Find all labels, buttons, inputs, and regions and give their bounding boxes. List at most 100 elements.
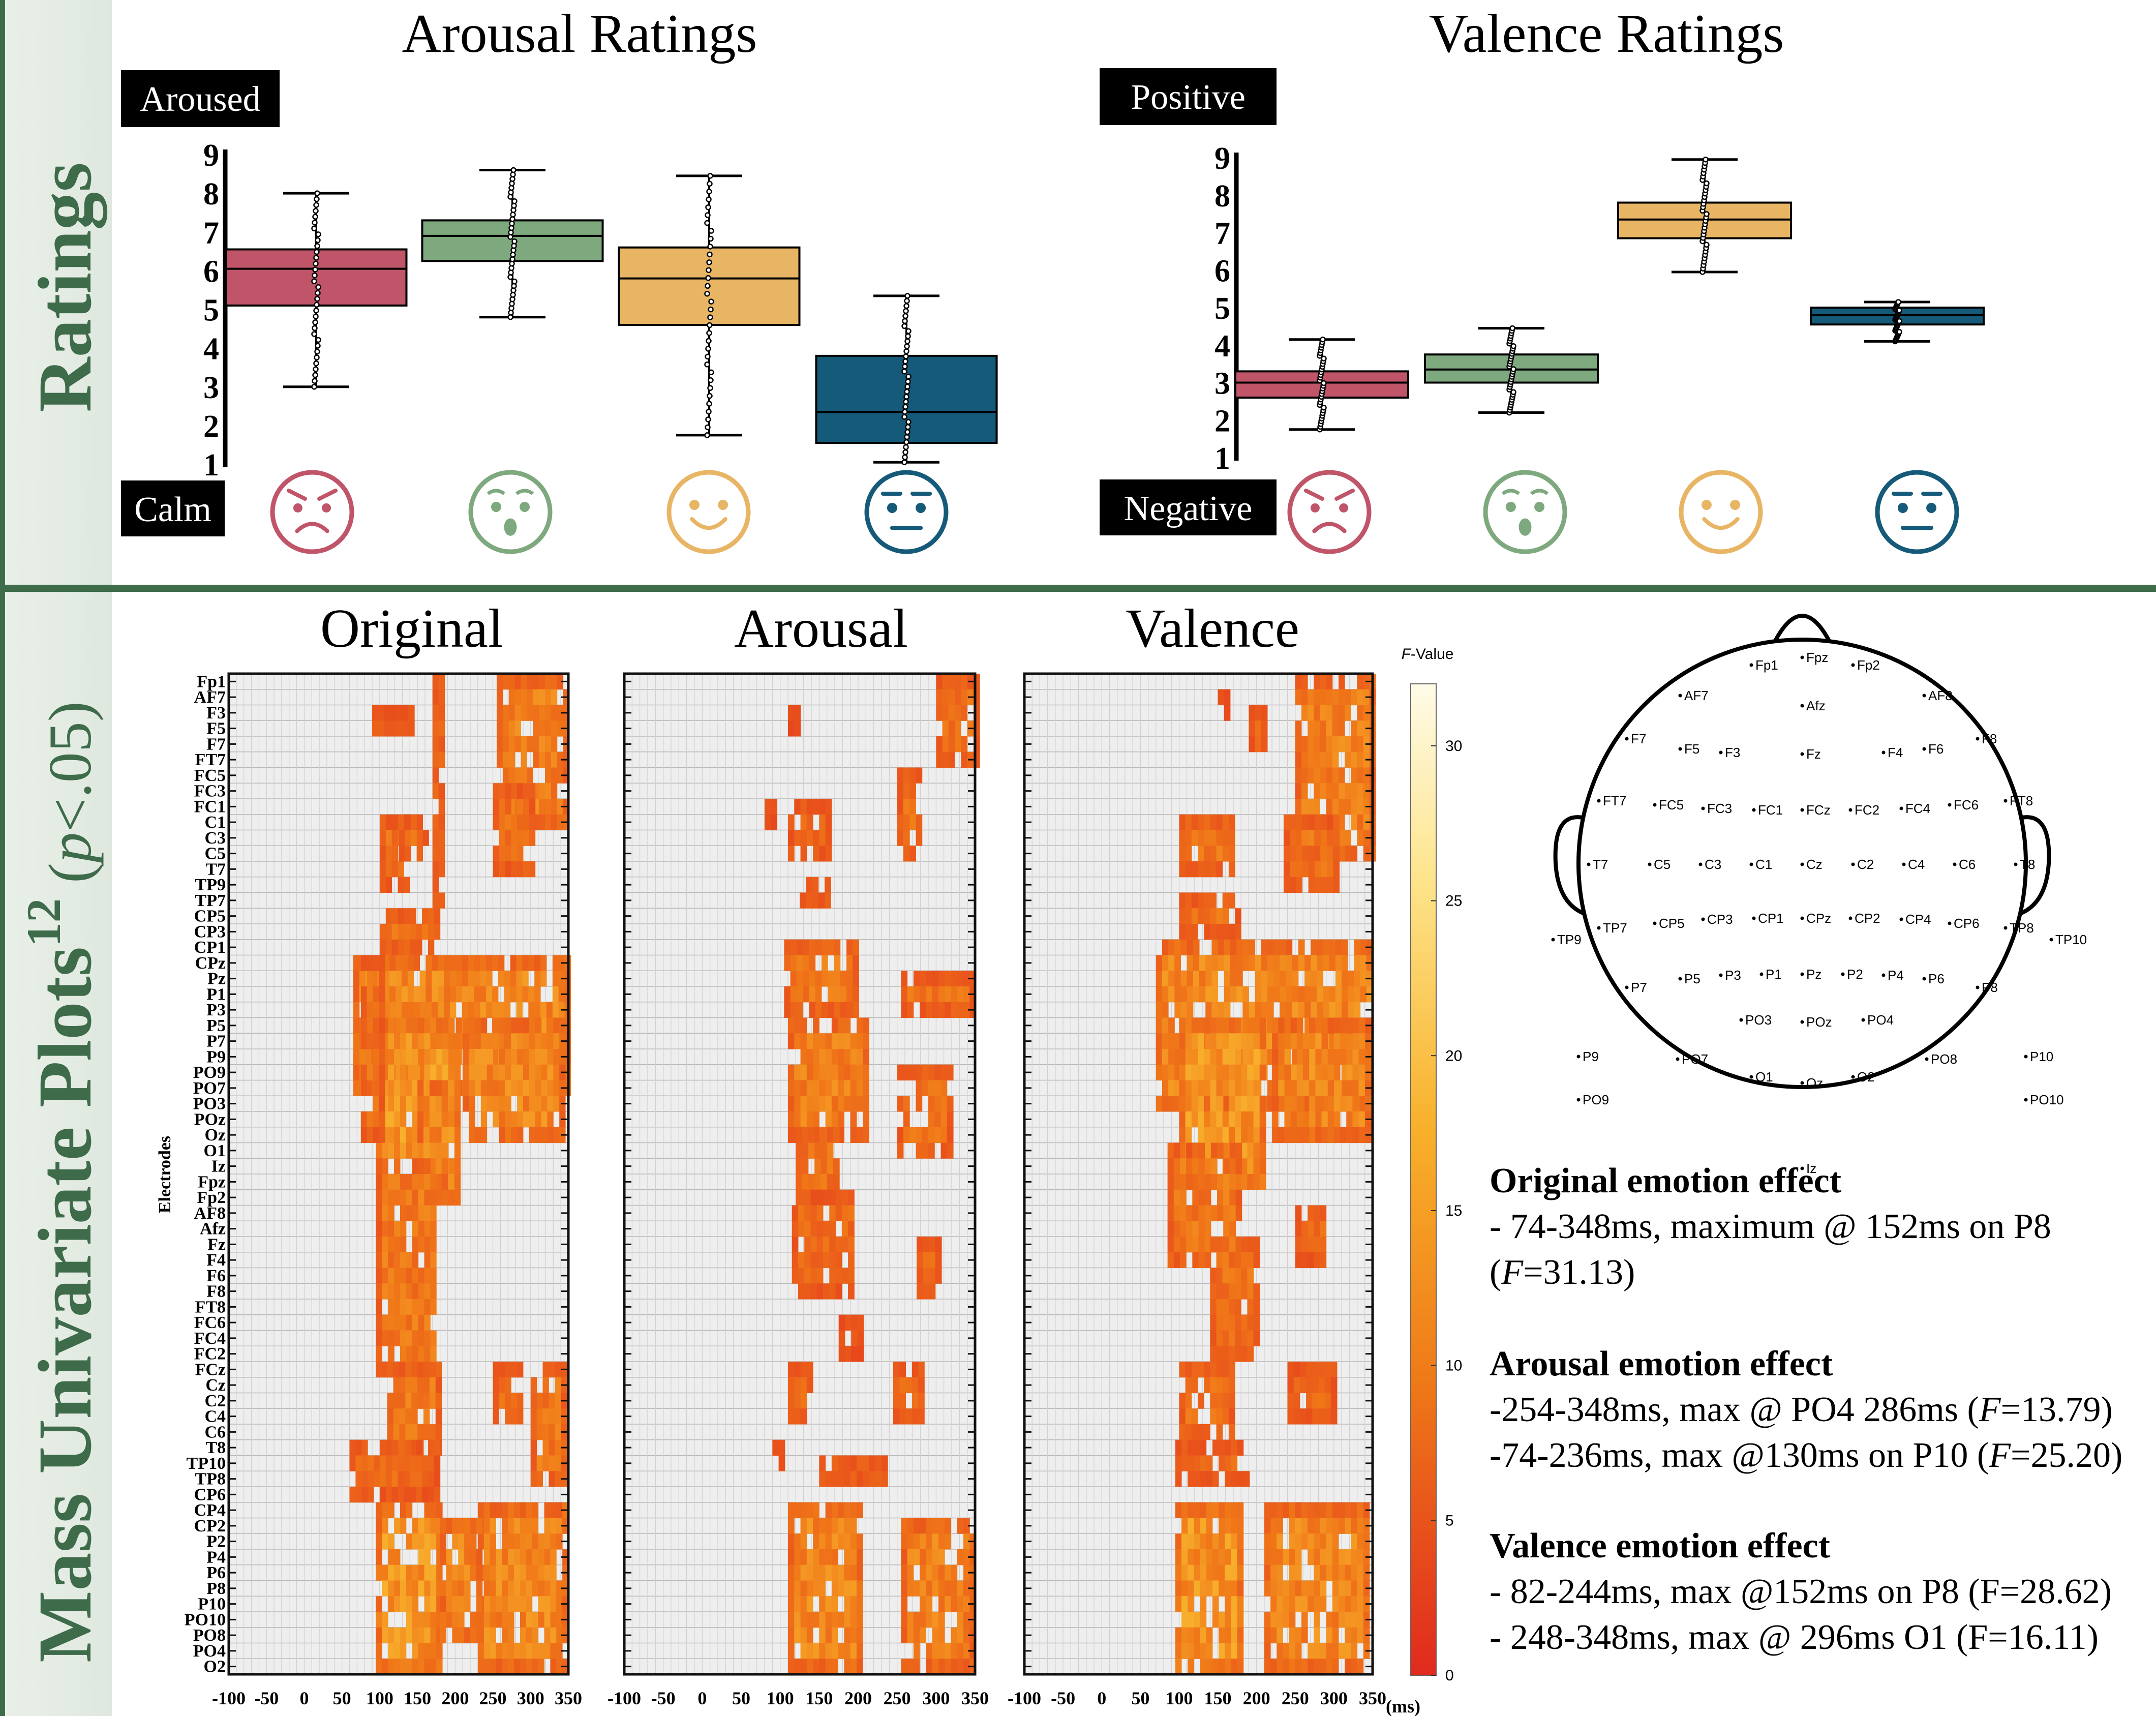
- heat-cell: [1200, 1502, 1207, 1518]
- heat-cell: [796, 1002, 803, 1018]
- heat-cell: [1175, 1564, 1182, 1581]
- heat-cell: [474, 1080, 481, 1096]
- heat-cell: [1197, 1033, 1204, 1049]
- heat-cell: [400, 1142, 407, 1159]
- heat-cell: [400, 1096, 407, 1112]
- heat-cell: [796, 955, 803, 971]
- heat-cell: [804, 1283, 811, 1300]
- electrode-dot: [1701, 806, 1705, 810]
- heat-cell: [850, 1049, 857, 1065]
- heat-cell: [1198, 1221, 1205, 1237]
- heat-cell: [835, 1205, 842, 1221]
- heat-cell: [1188, 1612, 1194, 1628]
- heat-cell: [1327, 1127, 1334, 1143]
- heat-cell: [821, 1142, 828, 1159]
- heat-cell: [508, 1549, 514, 1566]
- heat-cell: [857, 1314, 864, 1331]
- heat-cell: [490, 1580, 496, 1597]
- heat-cell: [1332, 1580, 1339, 1597]
- heat-cell: [1204, 1189, 1211, 1206]
- heat-cell: [835, 1268, 842, 1284]
- heat-cell: [412, 1189, 419, 1206]
- data-point: [708, 235, 714, 242]
- heat-cell: [1277, 1549, 1283, 1566]
- heat-cell: [448, 1174, 455, 1190]
- electrode-dot: [1678, 694, 1682, 698]
- heat-cell: [792, 1268, 799, 1284]
- heat-cell: [838, 1533, 844, 1550]
- heat-cell: [1167, 1158, 1174, 1175]
- heat-cell: [945, 1643, 951, 1659]
- heat-cell: [376, 1221, 382, 1237]
- heat-cell: [1228, 830, 1235, 846]
- heat-cell: [1185, 1127, 1192, 1143]
- data-point: [707, 385, 713, 391]
- heat-cell: [411, 1424, 418, 1440]
- heat-cell: [916, 1142, 923, 1159]
- heat-cell: [1358, 1080, 1365, 1096]
- heat-cell: [963, 1643, 970, 1659]
- heat-cell: [410, 924, 416, 940]
- heat-cell: [814, 1158, 821, 1175]
- data-point: [704, 432, 710, 438]
- heat-cell: [1314, 705, 1320, 721]
- heat-cell: [821, 1002, 828, 1018]
- heat-cell: [1351, 736, 1358, 752]
- heat-cell: [831, 1643, 838, 1659]
- heat-cell: [1162, 1002, 1169, 1018]
- heat-cell: [417, 1377, 424, 1393]
- heat-cell: [816, 1189, 824, 1206]
- heat-cell: [1211, 986, 1219, 1003]
- heat-cell: [940, 1142, 948, 1159]
- heat-cell: [1179, 1111, 1186, 1128]
- heat-cell: [1192, 1158, 1199, 1175]
- heat-cell: [435, 1080, 442, 1096]
- heat-cell: [1264, 1612, 1271, 1628]
- heat-cell: [1261, 955, 1268, 971]
- electrode-dot: [1752, 808, 1756, 812]
- electrode-name: CP1: [1758, 911, 1784, 926]
- heat-cell: [1231, 1439, 1238, 1456]
- y-tick-label: 2: [203, 409, 219, 444]
- heat-cell: [1216, 1252, 1223, 1268]
- activation-cluster: [1179, 1362, 1235, 1440]
- heat-cell: [948, 720, 955, 737]
- heat-cell: [963, 1549, 970, 1566]
- heat-cell: [523, 783, 530, 799]
- heat-cell: [534, 971, 541, 987]
- heat-cell: [1352, 1017, 1359, 1034]
- heat-cell: [532, 1643, 539, 1659]
- heat-cell: [410, 1455, 416, 1471]
- heat-cell: [948, 751, 955, 768]
- heat-cell: [1318, 1362, 1325, 1378]
- heat-cell: [1222, 892, 1229, 909]
- heat-cell: [1330, 1362, 1338, 1378]
- x-tick-label: 0: [299, 1688, 309, 1708]
- heat-cell: [1287, 1393, 1294, 1409]
- heat-cell: [1351, 1502, 1358, 1518]
- heat-cell: [1304, 986, 1311, 1003]
- heat-cell: [379, 1002, 385, 1018]
- heat-cell: [1185, 1408, 1192, 1425]
- heat-cell: [1210, 1237, 1217, 1253]
- heat-cell: [379, 1064, 385, 1080]
- heat-cell: [1326, 1502, 1333, 1518]
- heat-cell: [1185, 1080, 1192, 1096]
- heat-cell: [823, 1237, 830, 1253]
- heat-cell: [508, 1596, 514, 1612]
- heat-cell: [1308, 1252, 1314, 1268]
- heat-cell: [788, 1377, 795, 1393]
- heat-cell: [1284, 1080, 1291, 1096]
- heat-cell: [474, 955, 480, 971]
- heat-cell: [382, 1189, 388, 1206]
- heat-cell: [492, 955, 499, 971]
- data-point: [312, 325, 318, 332]
- heat-cell: [1179, 1127, 1186, 1143]
- heat-cell: [1320, 783, 1327, 799]
- heat-cell: [1229, 1221, 1236, 1237]
- heat-cell: [394, 1314, 401, 1331]
- heat-cell: [1191, 814, 1198, 830]
- heat-cell: [1332, 720, 1339, 737]
- heat-cell: [800, 830, 807, 846]
- heat-cell: [418, 1659, 424, 1675]
